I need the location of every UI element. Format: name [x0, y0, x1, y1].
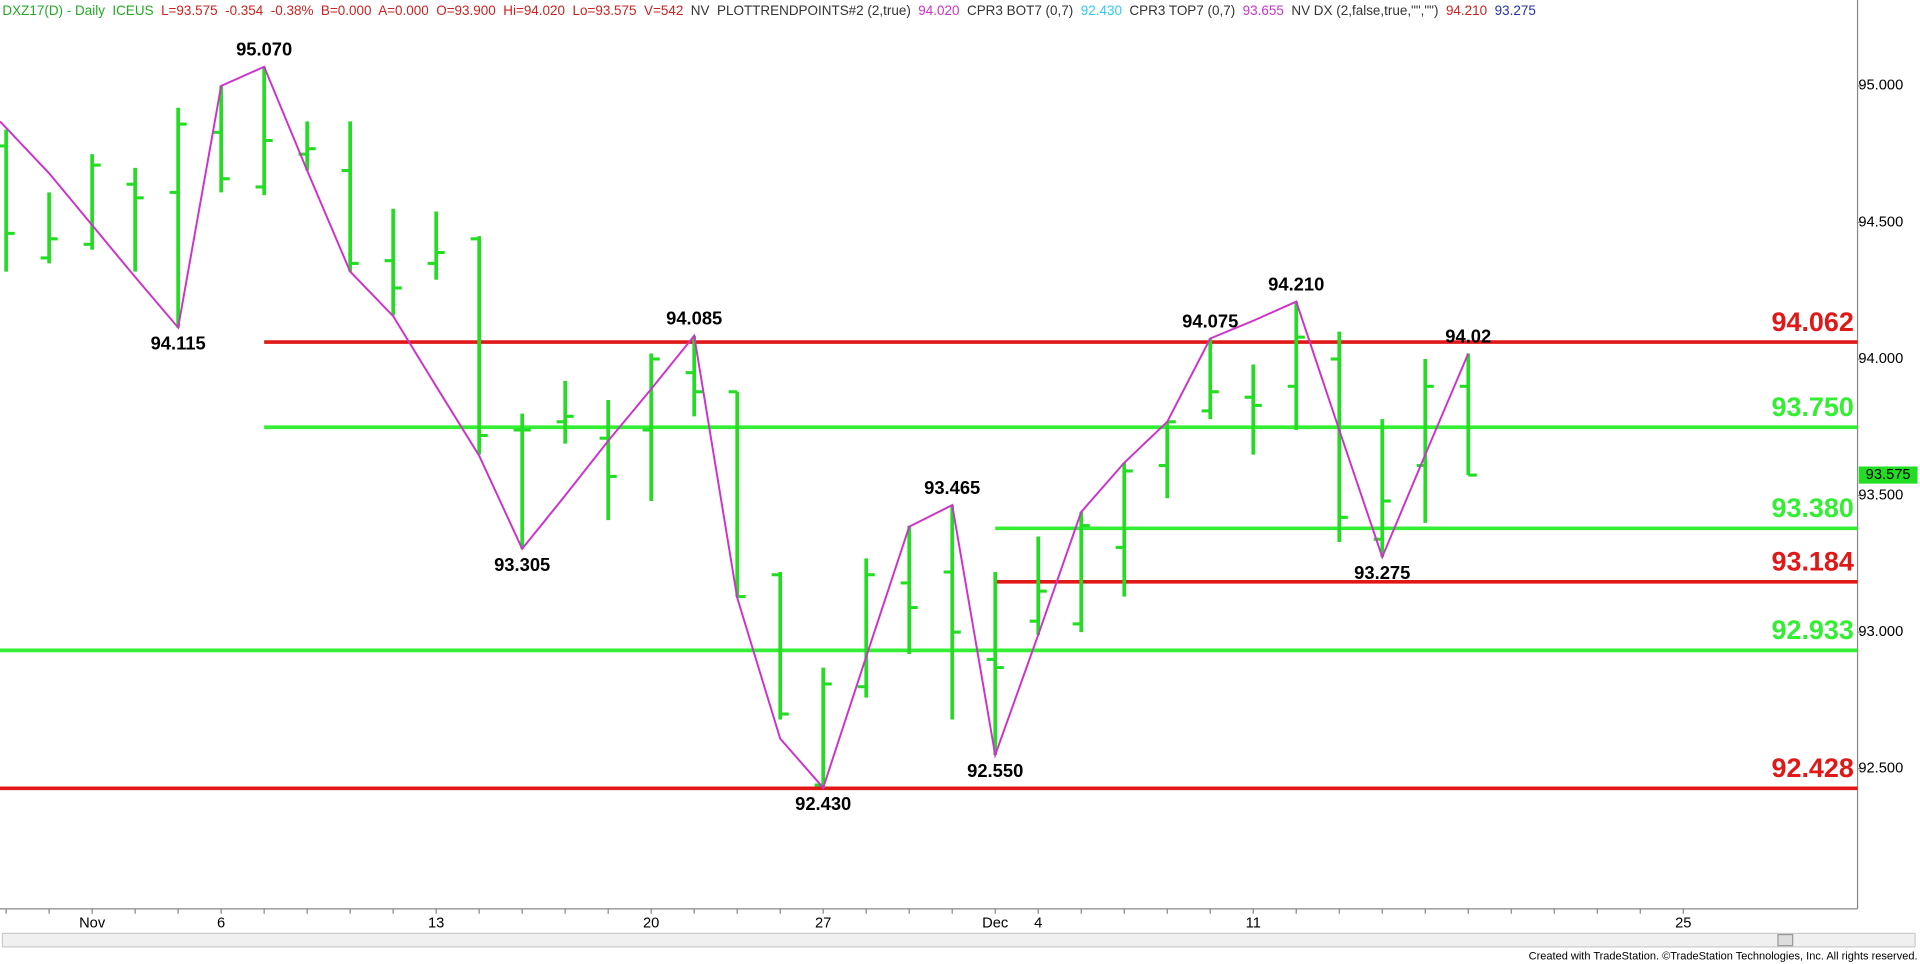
level-label: 92.933 — [1771, 615, 1853, 645]
pivot-label: 94.210 — [1268, 274, 1324, 295]
y-tick-label: 95.000 — [1858, 78, 1903, 94]
y-tick-label: 93.000 — [1858, 624, 1903, 640]
footer: Created with TradeStation. ©TradeStation… — [1529, 951, 1918, 963]
pivot-label: 95.070 — [236, 39, 292, 60]
header-segment: NV DX (2,false,true,"","") — [1291, 3, 1446, 18]
header-segment: NV PLOTTRENDPOINTS#2 (2,true) — [691, 3, 918, 18]
header-segment: 93.275 — [1495, 3, 1536, 18]
header-segment: 94.020 — [918, 3, 967, 18]
level-label: 94.062 — [1771, 307, 1853, 337]
x-tick-label: 4 — [1034, 915, 1042, 931]
header-segment: 93.655 — [1243, 3, 1292, 18]
scrollbar[interactable] — [1, 932, 1916, 948]
x-tick-label: 25 — [1675, 915, 1691, 931]
x-tick-label: 27 — [815, 915, 831, 931]
y-tick-label: 94.500 — [1858, 214, 1903, 230]
header: DXZ17(D) - Daily ICEUS L=93.575 -0.354 -… — [2, 3, 1535, 18]
x-tick-label: 6 — [217, 915, 225, 931]
x-tick-label: Dec — [982, 915, 1008, 931]
pivot-label: 94.085 — [666, 308, 722, 329]
pivot-label: 93.465 — [924, 477, 980, 498]
pivot-label: 92.430 — [795, 793, 851, 814]
header-segment: DXZ17(D) - Daily ICEUS — [2, 3, 161, 18]
header-segment: 94.210 — [1446, 3, 1495, 18]
level-label: 93.380 — [1771, 493, 1853, 523]
pivot-label: 94.115 — [151, 333, 206, 354]
header-segment: CPR3 TOP7 (0,7) — [1129, 3, 1242, 18]
y-tick-label: 93.500 — [1858, 487, 1903, 503]
last-price-tag — [1858, 466, 1918, 484]
level-label: 93.184 — [1771, 547, 1853, 577]
y-tick-label: 94.000 — [1858, 351, 1903, 367]
pivot-label: 94.075 — [1182, 310, 1238, 331]
x-tick-label: 13 — [428, 915, 444, 931]
level-label: 93.750 — [1771, 392, 1853, 422]
level-label: 92.428 — [1771, 753, 1853, 783]
last-price-label: 93.575 — [1866, 467, 1911, 483]
pivot-label: 93.275 — [1354, 562, 1410, 583]
pivot-label: 92.550 — [967, 760, 1023, 781]
pivot-label: 94.02 — [1445, 325, 1491, 346]
x-tick-label: 11 — [1246, 915, 1261, 931]
y-tick-label: 92.500 — [1858, 761, 1903, 777]
scroll-thumb[interactable] — [1777, 933, 1794, 947]
trend-line — [0, 65, 1470, 790]
x-tick-label: Nov — [79, 915, 106, 931]
pivot-label: 93.305 — [494, 554, 550, 575]
header-segment: CPR3 BOT7 (0,7) — [967, 3, 1081, 18]
header-segment: L=93.575 -0.354 -0.38% B=0.000 A=0.000 O… — [161, 3, 691, 18]
x-tick-label: 20 — [643, 915, 659, 931]
header-segment: 92.430 — [1081, 3, 1130, 18]
